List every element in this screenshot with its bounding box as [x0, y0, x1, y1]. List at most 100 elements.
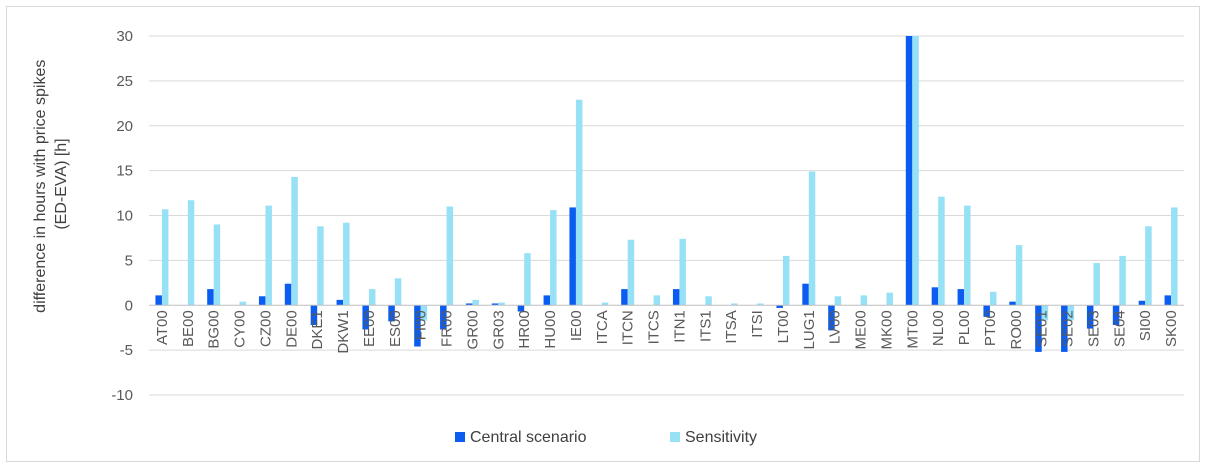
x-tick-label: SI00 — [1137, 310, 1154, 341]
bar-central — [1009, 301, 1016, 306]
x-tick-label: HU00 — [542, 310, 559, 348]
x-tick-label: MT00 — [904, 310, 921, 348]
bar-sensitivity — [213, 224, 221, 306]
legend: Central scenario Sensitivity — [455, 429, 757, 446]
bar-sensitivity — [1041, 305, 1049, 321]
bar-central — [1086, 305, 1094, 329]
x-tick-label: EE00 — [361, 310, 378, 347]
x-tick-label: FI00 — [413, 310, 430, 340]
x-tick-label: SK00 — [1163, 310, 1180, 347]
bar-sensitivity — [938, 196, 945, 306]
bar-chart: -10 -5 0 5 10 15 20 25 30 AT00 BE00 BG00 CY00 CZ00 DE… — [32, 28, 1184, 446]
bar-central — [957, 289, 965, 306]
bar-sensitivity — [912, 36, 919, 306]
bar-sensitivity — [239, 301, 247, 306]
bar-sensitivity — [964, 205, 971, 306]
bar-central — [258, 296, 266, 306]
bar-sensitivity — [989, 291, 997, 306]
bar-sensitivity — [498, 302, 505, 306]
bar-sensitivity — [420, 305, 428, 321]
bar-central — [672, 289, 680, 306]
bar-central — [465, 303, 473, 306]
bar-central — [491, 303, 499, 306]
x-tick-label: FR00 — [439, 310, 456, 347]
x-tick-label: SE04 — [1111, 310, 1128, 347]
bar-sensitivity — [368, 289, 376, 306]
bar-central — [802, 283, 809, 306]
x-tick-label: IE00 — [568, 310, 585, 341]
bars — [155, 36, 1178, 352]
x-tick-label: AT00 — [154, 310, 171, 345]
x-tick-label: CZ00 — [257, 310, 274, 347]
bar-sensitivity — [524, 253, 531, 306]
bar-sensitivity — [1093, 263, 1100, 306]
bar-central — [414, 305, 421, 347]
y-tick-label: 30 — [116, 28, 133, 45]
y-tick-label: -10 — [111, 387, 133, 404]
x-tick-label: GR03 — [490, 310, 507, 349]
x-tick-label: HR00 — [516, 310, 533, 348]
x-axis-ticks: AT00 BE00 BG00 CY00 CZ00 DE00 DKE1 DKW1 EE00 ES00… — [154, 310, 1180, 353]
bar-sensitivity — [653, 295, 661, 306]
y-tick-label: 15 — [116, 163, 133, 180]
bar-sensitivity — [291, 176, 298, 306]
x-tick-label: BG00 — [206, 310, 223, 348]
bar-central — [983, 305, 990, 317]
bar-sensitivity — [550, 210, 557, 306]
bar-central — [1164, 295, 1172, 306]
bar-sensitivity — [1119, 255, 1126, 306]
gridlines — [149, 35, 1184, 396]
x-tick-label: MK00 — [878, 310, 895, 349]
bar-sensitivity — [446, 206, 454, 306]
legend-label-sensitivity: Sensitivity — [685, 429, 757, 446]
bar-central — [310, 305, 318, 325]
bar-central — [284, 283, 292, 306]
bar-sensitivity — [886, 292, 893, 306]
bar-sensitivity — [627, 239, 635, 306]
bar-central — [621, 289, 628, 306]
bar-sensitivity — [187, 200, 195, 306]
legend-swatch-sensitivity — [670, 432, 680, 442]
y-tick-label: 25 — [116, 73, 133, 90]
bar-sensitivity — [1171, 207, 1178, 306]
x-tick-label: PL00 — [956, 310, 973, 345]
y-tick-label: 0 — [125, 297, 133, 314]
bar-central — [931, 287, 939, 306]
bar-central — [776, 305, 783, 308]
bar-central — [543, 295, 551, 306]
x-tick-label: GR00 — [464, 310, 481, 349]
bar-sensitivity — [1145, 226, 1152, 306]
bar-central — [828, 305, 835, 331]
bar-sensitivity — [1015, 245, 1023, 306]
bar-sensitivity — [731, 303, 738, 306]
bar-sensitivity — [472, 299, 479, 306]
x-tick-label: RO00 — [1008, 310, 1025, 349]
bar-central — [1138, 300, 1146, 306]
x-tick-label: SE02 — [1060, 310, 1077, 347]
x-tick-label: LT00 — [775, 310, 792, 343]
legend-swatch-central — [455, 432, 465, 442]
bar-central — [336, 299, 344, 306]
y-tick-label: 5 — [125, 252, 133, 269]
x-tick-label: SE03 — [1085, 310, 1102, 347]
x-tick-label: NL00 — [930, 310, 947, 346]
bar-sensitivity — [394, 278, 402, 306]
bar-central — [1061, 305, 1068, 352]
bar-central — [388, 305, 395, 322]
bar-central — [1035, 305, 1042, 352]
bar-sensitivity — [679, 238, 686, 306]
bar-sensitivity — [265, 205, 272, 306]
bar-central — [905, 36, 913, 306]
bar-central — [569, 207, 576, 306]
bar-sensitivity — [575, 99, 583, 306]
x-tick-label: LUG1 — [801, 310, 818, 349]
bar-sensitivity — [860, 295, 868, 306]
bar-sensitivity — [782, 255, 790, 306]
bar-sensitivity — [1067, 305, 1075, 321]
bar-sensitivity — [808, 171, 816, 306]
x-tick-label: ITCN — [620, 310, 637, 345]
x-tick-label: ITCS — [646, 310, 663, 344]
chart-frame: -10 -5 0 5 10 15 20 25 30 AT00 BE00 BG00 CY00 CZ00 DE… — [6, 6, 1200, 462]
x-tick-label: ITCA — [594, 310, 611, 344]
y-tick-label: 10 — [116, 208, 133, 225]
